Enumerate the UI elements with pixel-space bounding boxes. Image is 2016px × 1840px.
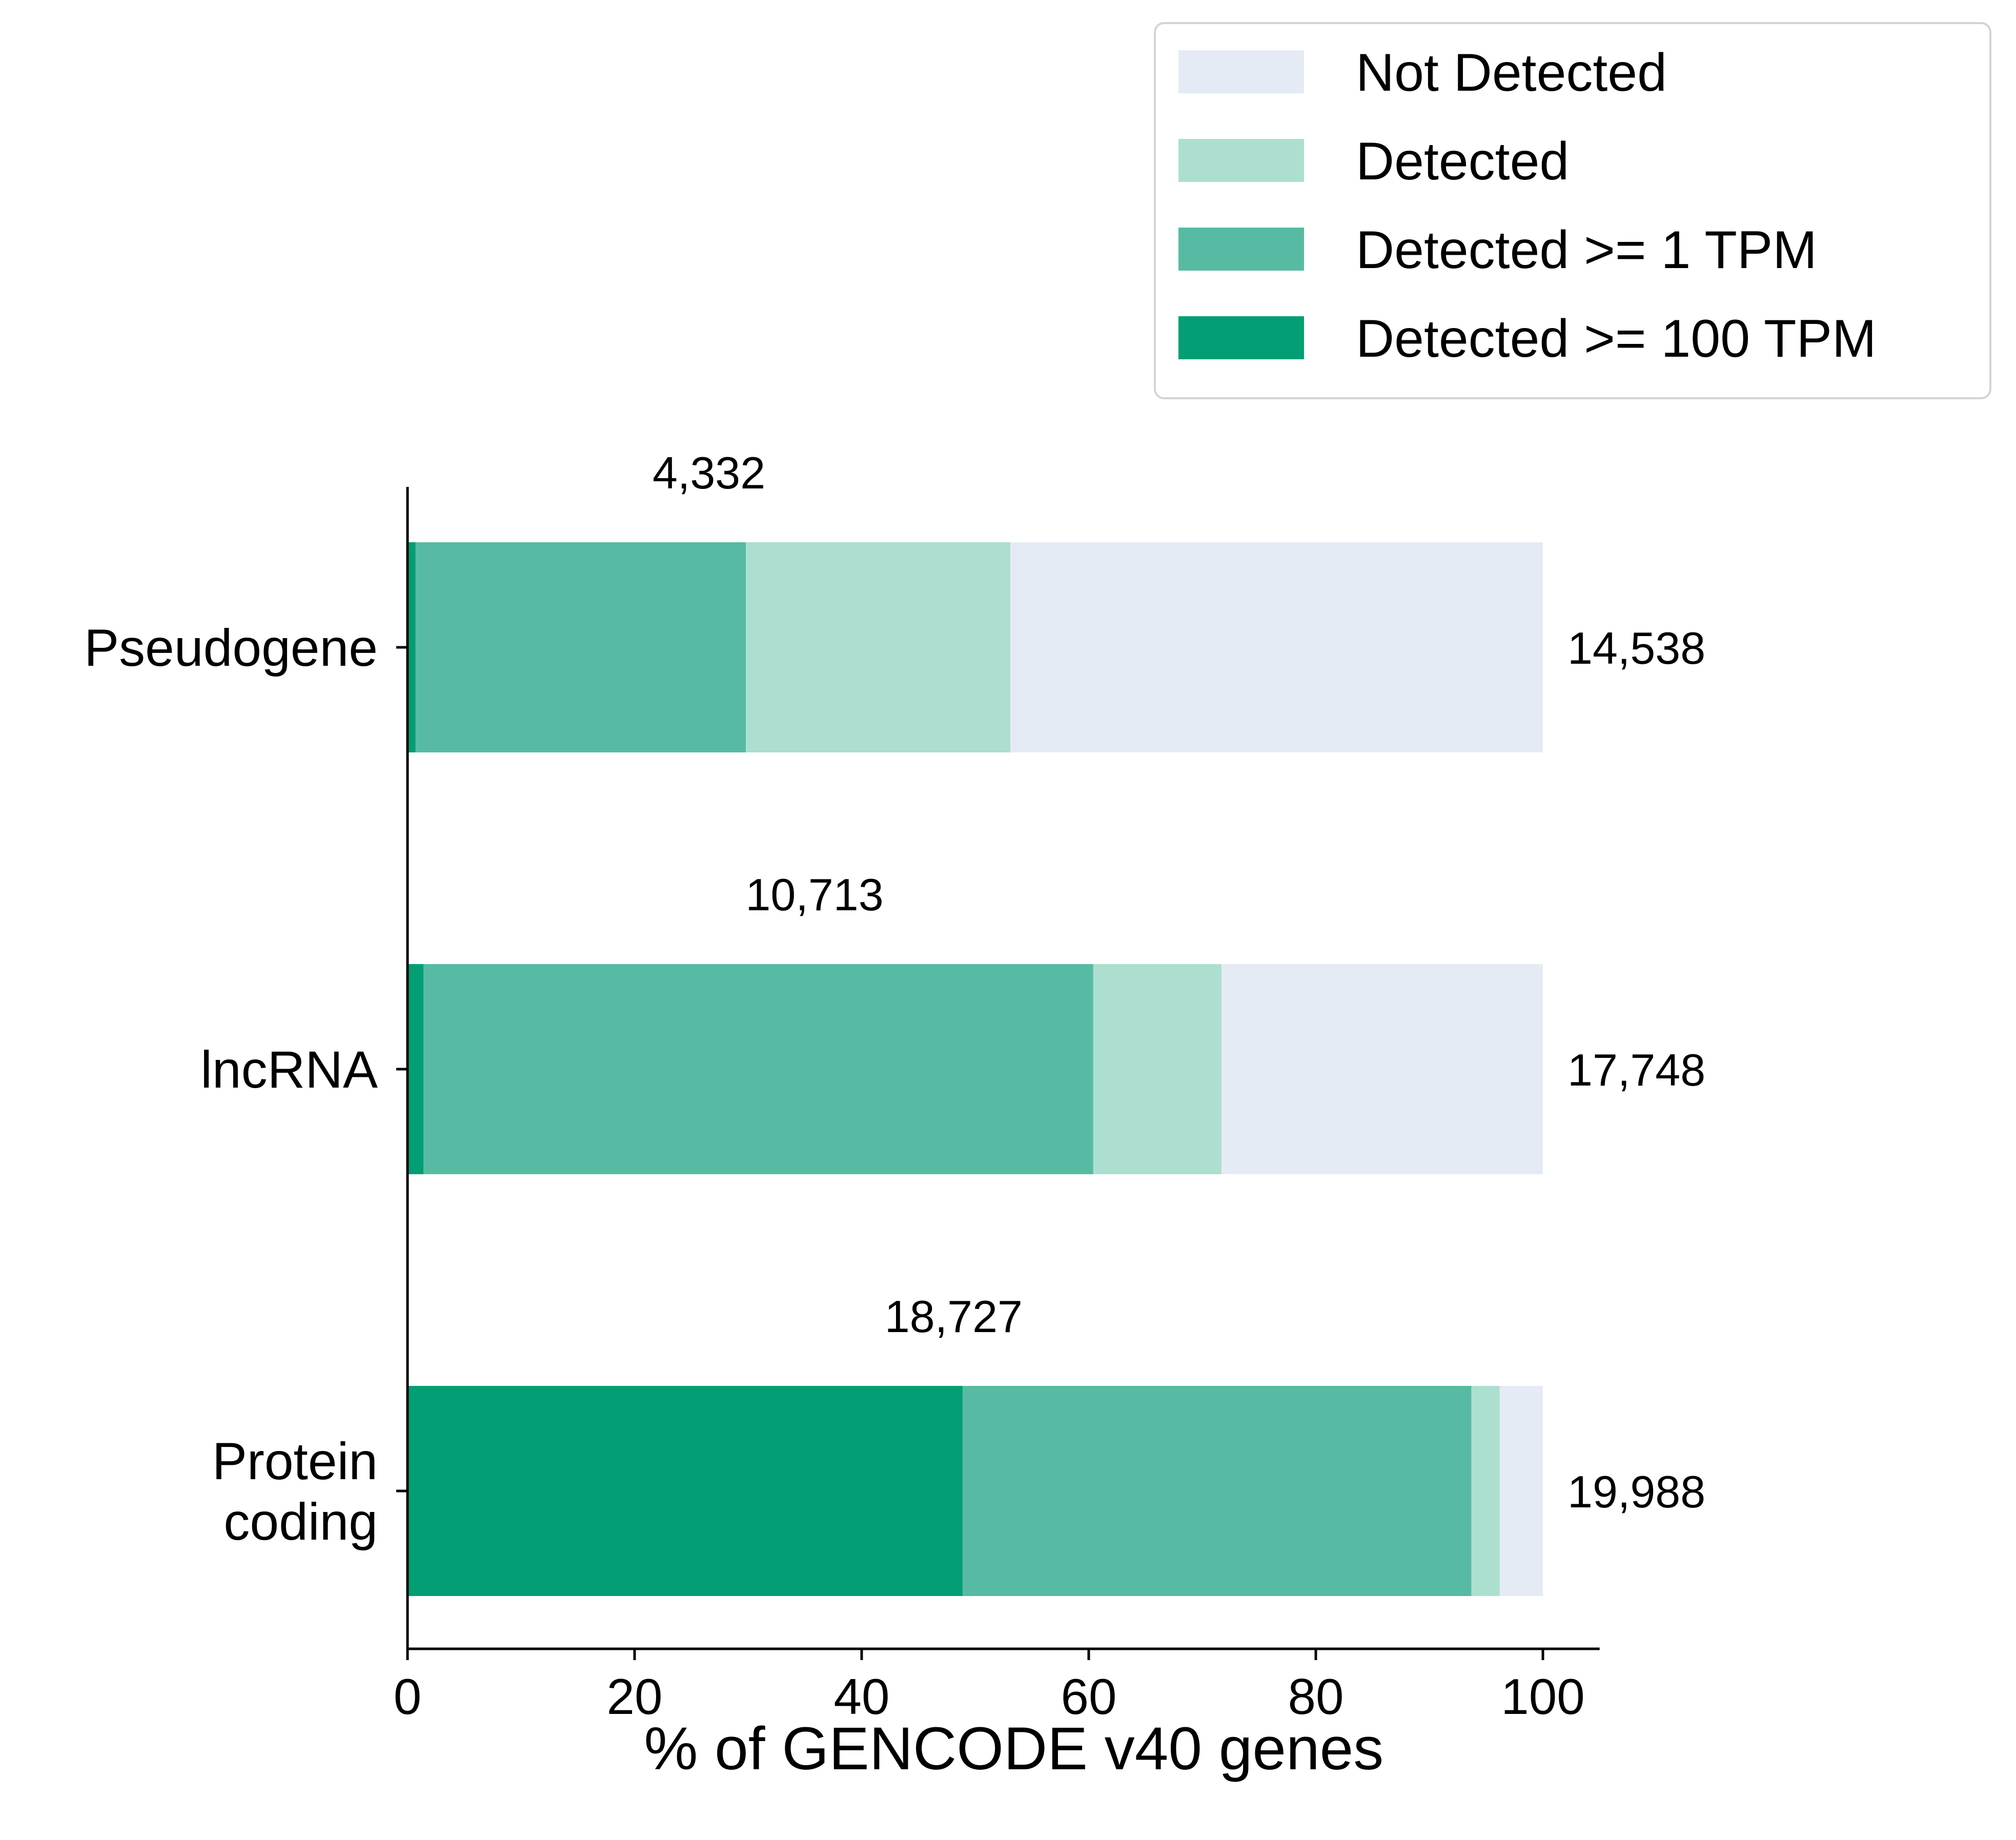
x-tick-label: 40 — [833, 1668, 889, 1725]
x-axis-title: % of GENCODE v40 genes — [644, 1715, 1383, 1783]
bar-segment — [746, 542, 1011, 752]
x-tick-label: 60 — [1061, 1668, 1116, 1725]
labels-layer: 0 20 40 60 80 100 % of GENCODE v40 genes Pseudo… — [84, 447, 1705, 1783]
detected-count-label: 18,727 — [885, 1291, 1023, 1342]
category-label: Protein — [212, 1432, 378, 1490]
legend-swatch — [1178, 228, 1304, 271]
bar-segment — [408, 964, 424, 1174]
bar-segment — [1471, 1386, 1500, 1596]
bars-layer — [408, 542, 1543, 1596]
legend: Not Detected Detected Detected >= 1 TPM Det… — [1154, 22, 1991, 399]
x-tick-label: 80 — [1288, 1668, 1343, 1725]
bar-segment — [415, 542, 746, 752]
detected-count-label: 4,332 — [653, 447, 765, 498]
axes-layer — [396, 487, 1600, 1660]
bar-segment — [408, 542, 416, 752]
x-tick-label: 100 — [1501, 1668, 1585, 1725]
category-label: Pseudogene — [84, 619, 378, 677]
legend-swatch — [1178, 139, 1304, 182]
total-count-label: 19,988 — [1567, 1466, 1705, 1517]
x-tick-label: 0 — [394, 1668, 422, 1725]
legend-label: Detected >= 100 TPM — [1356, 309, 1877, 369]
detected-count-label: 10,713 — [745, 869, 883, 920]
legend-label: Detected — [1356, 132, 1569, 191]
bar-segment — [423, 964, 1093, 1174]
legend-label: Not Detected — [1356, 43, 1667, 103]
total-count-label: 14,538 — [1567, 623, 1705, 673]
legend-swatch — [1178, 316, 1304, 359]
legend-label: Detected >= 1 TPM — [1356, 220, 1817, 280]
legend-swatch — [1178, 50, 1304, 93]
legend-frame — [1154, 22, 1991, 399]
bar-segment — [1093, 964, 1222, 1174]
bar-segment — [408, 1386, 963, 1596]
x-tick-label: 20 — [606, 1668, 662, 1725]
bar-segment — [1499, 1386, 1543, 1596]
total-count-label: 17,748 — [1567, 1045, 1705, 1095]
bar-segment — [1221, 964, 1543, 1174]
bar-segment — [963, 1386, 1472, 1596]
bar-segment — [1010, 542, 1543, 752]
category-label: coding — [223, 1493, 378, 1551]
category-label: lncRNA — [200, 1040, 378, 1099]
